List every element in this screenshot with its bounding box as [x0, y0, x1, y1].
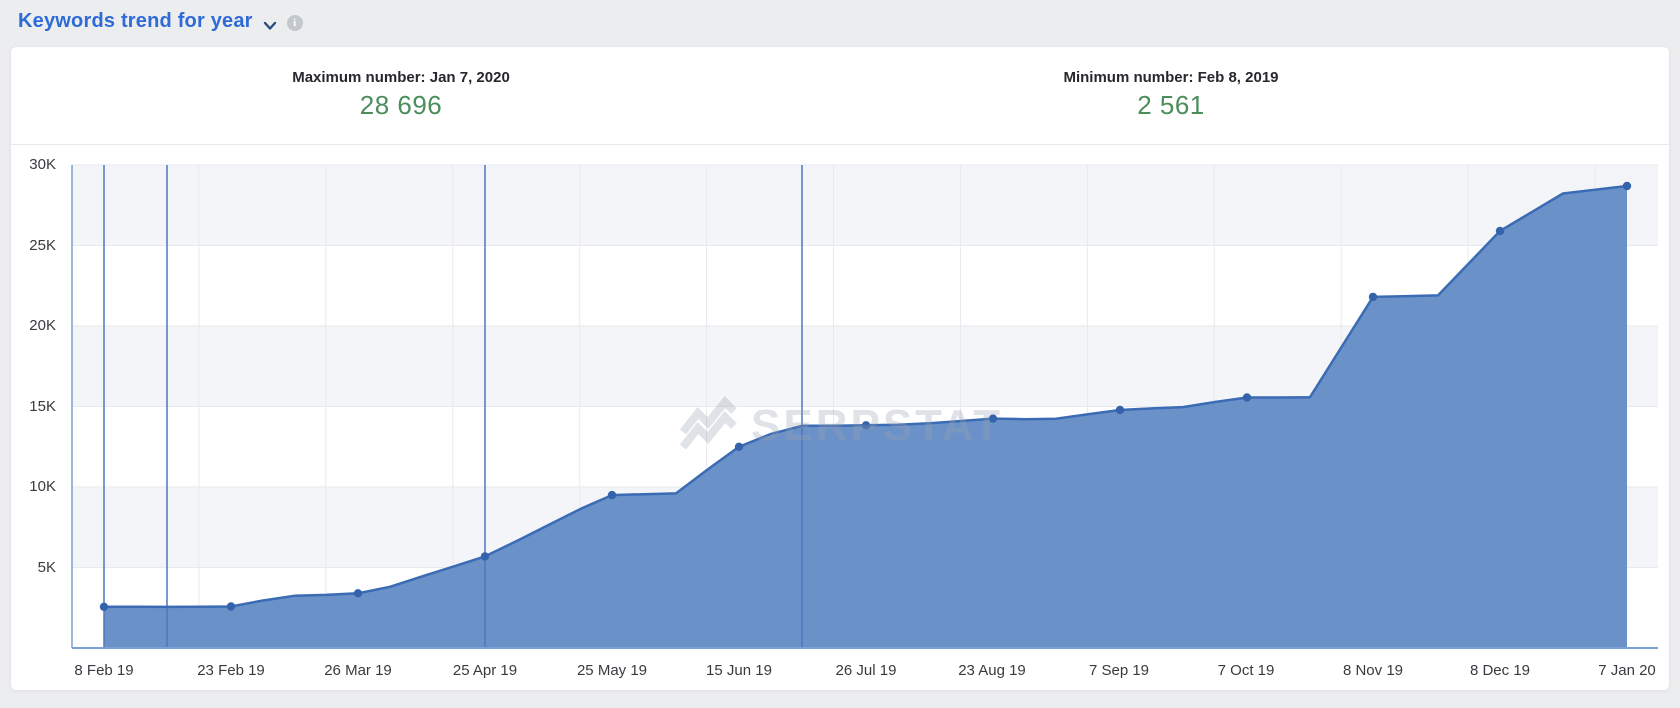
- page-title: Keywords trend for year: [18, 10, 253, 32]
- data-point-dot[interactable]: [861, 421, 871, 430]
- watermark-logo-icon: [679, 411, 737, 450]
- data-point-dot[interactable]: [734, 442, 744, 451]
- max-stat-value: 28 696: [359, 90, 443, 120]
- trend-line: [104, 184, 1628, 609]
- data-point-dot[interactable]: [226, 602, 236, 611]
- max-stat-label: Maximum number: Jan 7, 2020: [292, 69, 510, 86]
- max-stat: Maximum number: Jan 7, 2020 28 696: [221, 69, 581, 121]
- data-point-dot[interactable]: [1242, 393, 1252, 402]
- data-point-dot[interactable]: [99, 602, 109, 611]
- watermark-text: SERPSTAT: [751, 401, 1003, 450]
- info-icon[interactable]: i: [286, 14, 303, 31]
- trend-area: [104, 186, 1627, 648]
- data-point-dot[interactable]: [988, 414, 998, 423]
- chevron-down-icon[interactable]: [263, 18, 277, 30]
- data-point-dot[interactable]: [1368, 292, 1378, 302]
- header-divider: [11, 144, 1669, 145]
- data-point-dot[interactable]: [607, 490, 617, 500]
- data-point-dot[interactable]: [353, 589, 363, 598]
- min-stat-value: 2 561: [1137, 90, 1205, 120]
- watermark: SERPSTAT: [679, 396, 1003, 450]
- chart-header: Keywords trend for year i: [18, 10, 303, 33]
- data-point-dot[interactable]: [480, 552, 490, 561]
- data-point-dot[interactable]: [1622, 181, 1632, 191]
- watermark-logo-icon: [679, 396, 737, 435]
- data-point-dot[interactable]: [1495, 226, 1505, 236]
- data-point-dot[interactable]: [1115, 405, 1125, 415]
- min-stat: Minimum number: Feb 8, 2019 2 561: [991, 69, 1351, 121]
- grid-band: [72, 165, 1658, 246]
- min-stat-label: Minimum number: Feb 8, 2019: [1063, 69, 1279, 86]
